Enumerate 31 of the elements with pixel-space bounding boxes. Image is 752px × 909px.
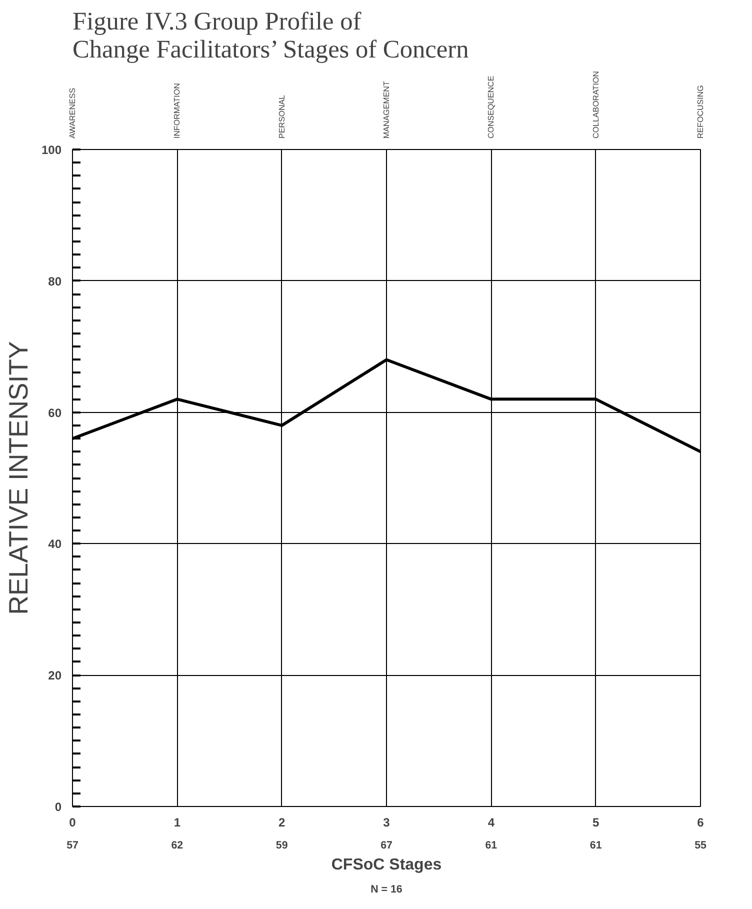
text: 55 <box>694 840 706 852</box>
text: 61 <box>590 840 602 852</box>
y-tick-label: 20 <box>48 668 62 683</box>
chart-title: Figure IV.3 Group Profile of Change Facilitators’ Stages of Concern <box>72 8 470 64</box>
text: 1 <box>174 816 181 830</box>
x-tick-label: MANAGEMENT <box>382 81 391 138</box>
text: 5 <box>592 816 600 830</box>
text: 3 <box>383 816 390 830</box>
text: 2 <box>278 816 286 830</box>
x-tick-label: CONSEQUENCE <box>486 76 496 138</box>
x-tick-label: REFOCUSING <box>696 85 705 138</box>
text: 62 <box>171 840 184 852</box>
y-tick-label: 40 <box>48 537 62 552</box>
text: 6 <box>697 816 704 830</box>
x-tick-label: INFORMATION <box>172 82 182 138</box>
text: N = 16 <box>370 884 402 896</box>
y-tick-label: 100 <box>41 143 62 157</box>
x-axis-title: CFSoC Stages <box>331 856 442 874</box>
text: 4 <box>488 816 495 830</box>
text: 57 <box>66 840 78 852</box>
y-tick-label: 80 <box>48 274 62 288</box>
y-tick-label: 60 <box>48 406 62 420</box>
text: 61 <box>485 840 498 852</box>
x-tick-label: AWARENESS <box>68 88 77 138</box>
y-tick-label: 0 <box>54 800 62 814</box>
text: 59 <box>276 840 288 852</box>
x-tick-label: PERSONAL <box>277 94 286 138</box>
x-tick-label: COLLABORATION <box>591 70 600 138</box>
text: 67 <box>380 840 392 852</box>
text: 0 <box>69 816 76 830</box>
y-axis-title: RELATIVE INTENSITY <box>3 341 34 615</box>
